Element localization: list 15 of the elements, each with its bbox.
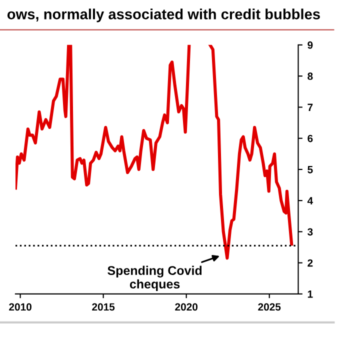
y-tick-label: 7: [308, 104, 313, 111]
y-tick-label: 2: [308, 259, 313, 267]
x-tick-label: 2010: [9, 303, 32, 311]
x-tick-label: 2025: [258, 303, 281, 311]
y-tick-label: 3: [308, 228, 313, 236]
y-tick-label: 9: [308, 41, 313, 49]
x-tick-label: 2020: [175, 303, 198, 311]
annotation: Spending Covid cheques: [108, 266, 202, 291]
chart-title: ows, normally associated with credit bubbles: [7, 8, 320, 22]
y-tick-label: 5: [308, 166, 313, 174]
y-tick-label: 8: [308, 72, 313, 80]
y-tick-label: 4: [307, 197, 314, 204]
y-tick-label: 1: [308, 290, 313, 298]
y-tick-label: 6: [308, 134, 313, 142]
x-tick-label: 2015: [92, 303, 115, 311]
